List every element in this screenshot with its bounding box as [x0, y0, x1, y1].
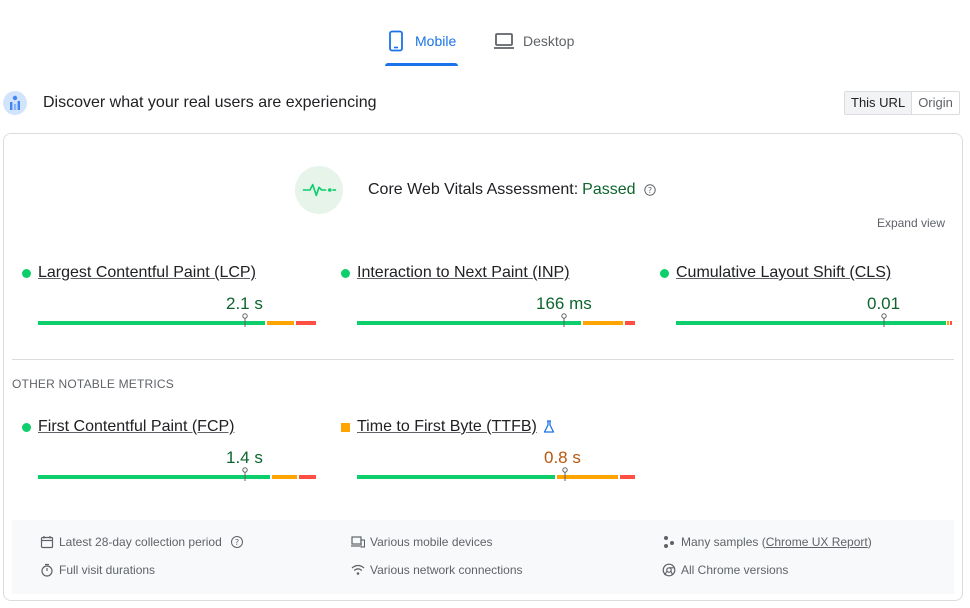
metric-inp-distribution-bar [357, 313, 635, 327]
chrome-versions-item: All Chrome versions [662, 562, 788, 578]
help-icon[interactable]: ? [230, 535, 244, 549]
chrome-ux-report-link[interactable]: Chrome UX Report [765, 535, 868, 549]
network-item: Various network connections [351, 562, 523, 578]
expand-view-link[interactable]: Expand view [876, 216, 945, 230]
metric-inp: Interaction to Next Paint (INP) 166 ms [341, 263, 635, 333]
metric-ttfb-distribution-bar [357, 467, 635, 481]
devices-text: Various mobile devices [370, 535, 493, 549]
tab-mobile[interactable]: Mobile [385, 24, 458, 66]
experimental-flask-icon [543, 420, 555, 433]
p75-marker [242, 313, 248, 327]
collection-period-item: Latest 28-day collection period ? [40, 534, 244, 550]
metric-ttfb: Time to First Byte (TTFB) 0.8 s [341, 417, 635, 487]
bar-needs-improvement-segment [272, 475, 297, 479]
metric-fcp-name[interactable]: First Contentful Paint (FCP) [38, 418, 235, 435]
scope-option-this-url[interactable]: This URL [845, 92, 913, 114]
field-data-summary: Latest 28-day collection period ? Full v… [12, 520, 954, 594]
p75-marker [561, 313, 567, 327]
scope-toggle: This URL Origin [844, 91, 960, 115]
metric-inp-value: 166 ms [536, 294, 592, 313]
bar-good-segment [38, 321, 265, 325]
metric-cls-distribution-bar [676, 313, 954, 327]
metric-ttfb-value: 0.8 s [544, 448, 581, 467]
section-divider [12, 359, 954, 360]
chrome-versions-text: All Chrome versions [681, 563, 789, 577]
metric-cls-value: 0.01 [867, 294, 901, 313]
metric-lcp: Largest Contentful Paint (LCP) 2.1 s [22, 263, 316, 333]
bar-poor-segment [625, 321, 635, 325]
p75-marker [562, 467, 568, 481]
metric-lcp-name[interactable]: Largest Contentful Paint (LCP) [38, 264, 256, 281]
bar-needs-improvement-segment [557, 475, 618, 479]
metric-lcp-value: 2.1 s [226, 294, 263, 313]
bar-poor-segment [299, 475, 316, 479]
samples-prefix: Many samples ( [681, 535, 766, 549]
field-data-title: Discover what your real users are experi… [43, 94, 377, 111]
chrome-icon [662, 563, 676, 577]
good-status-dot [660, 268, 669, 278]
collection-period-text: Latest 28-day collection period [59, 535, 222, 549]
device-tabs: Mobile Desktop [0, 24, 970, 66]
devices-icon [351, 536, 365, 548]
active-tab-indicator [385, 63, 458, 66]
p75-marker [881, 313, 887, 327]
field-data-header: Discover what your real users are experi… [3, 89, 376, 117]
samples-item: Many samples ( Chrome UX Report ) [662, 534, 872, 550]
scope-option-origin[interactable]: Origin [918, 95, 953, 110]
crux-logo-icon [3, 91, 27, 115]
metric-ttfb-name[interactable]: Time to First Byte (TTFB) [357, 418, 537, 435]
samples-icon [664, 536, 674, 548]
svg-text:?: ? [647, 186, 651, 195]
metric-fcp-value: 1.4 s [226, 448, 263, 467]
other-metrics-heading: OTHER NOTABLE METRICS [12, 377, 174, 391]
metric-cls: Cumulative Layout Shift (CLS) 0.01 [660, 263, 952, 333]
vitals-pulse-icon [295, 166, 343, 214]
svg-text:?: ? [235, 538, 239, 547]
bar-poor-segment [296, 321, 316, 325]
visit-durations-text: Full visit durations [59, 563, 156, 577]
stopwatch-icon [41, 563, 53, 577]
assessment-status: Passed [582, 181, 636, 198]
good-status-dot [341, 268, 350, 278]
bar-good-segment [357, 475, 555, 479]
needs-improvement-status-square [341, 422, 350, 432]
tab-desktop-label: Desktop [523, 33, 575, 49]
wifi-icon [351, 564, 365, 575]
good-status-dot [22, 268, 31, 278]
metric-lcp-distribution-bar [38, 313, 316, 327]
tab-desktop[interactable]: Desktop [493, 24, 574, 66]
metric-fcp-distribution-bar [38, 467, 316, 481]
bar-good-segment [676, 321, 946, 325]
phone-icon [389, 30, 403, 52]
bar-poor-segment [950, 321, 952, 325]
network-text: Various network connections [370, 563, 523, 577]
bar-good-segment [357, 321, 581, 325]
field-data-card [3, 133, 963, 601]
core-web-vitals-assessment: Core Web Vitals Assessment: Passed ? [295, 166, 656, 214]
metric-inp-name[interactable]: Interaction to Next Paint (INP) [357, 264, 570, 281]
samples-suffix: ) [867, 535, 872, 549]
bar-good-segment [38, 475, 270, 479]
metric-fcp: First Contentful Paint (FCP) 1.4 s [22, 417, 316, 487]
calendar-icon [40, 536, 54, 549]
bar-poor-segment [620, 475, 635, 479]
help-icon[interactable]: ? [643, 184, 656, 196]
metric-cls-name[interactable]: Cumulative Layout Shift (CLS) [676, 264, 892, 281]
laptop-icon [494, 33, 514, 49]
devices-item: Various mobile devices [351, 534, 493, 550]
p75-marker [242, 467, 248, 481]
good-status-dot [22, 422, 31, 432]
tab-mobile-label: Mobile [415, 33, 457, 49]
bar-needs-improvement-segment [267, 321, 294, 325]
assessment-label: Core Web Vitals Assessment: [368, 181, 579, 198]
bar-needs-improvement-segment [583, 321, 623, 325]
bar-needs-improvement-segment [947, 321, 949, 325]
visit-durations-item: Full visit durations [40, 562, 155, 578]
